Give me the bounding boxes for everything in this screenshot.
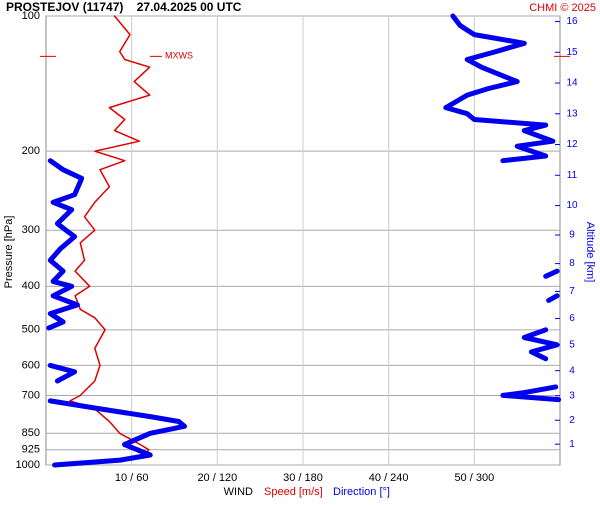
y2-tick-label: 12 [566,139,578,150]
y2-axis-label: Altitude [km] [584,222,596,283]
y2-tick-label: 5 [569,340,575,351]
y2-tick-label: 13 [566,108,578,119]
y-tick-label: 600 [22,359,40,371]
y-tick-label: 400 [22,280,40,292]
y2-tick-label: 11 [567,170,578,181]
y-tick-label: 500 [22,324,40,336]
y2-tick-label: 7 [569,286,575,297]
x-axis-label: WIND [224,486,253,498]
x-tick-label: 20 / 120 [197,472,237,484]
y2-tick-label: 2 [569,415,575,426]
x-tick-label: 40 / 240 [369,472,409,484]
y-tick-label: 850 [22,427,40,439]
y2-tick-label: 1 [569,439,575,450]
chart-title: PROSTEJOV (11747) 27.04.2025 00 UTC [6,0,242,14]
x-tick-label: 10 / 60 [115,472,149,484]
y-tick-label: 100 [22,10,40,22]
y2-tick-label: 8 [569,258,575,269]
y2-tick-label: 4 [569,365,575,376]
legend-entry: Direction [°] [333,486,390,498]
annotation: MXWS [165,51,193,61]
series-line [47,398,187,468]
legend-entry: Speed [m/s] [264,486,323,498]
y2-tick-label: 14 [566,78,578,89]
x-tick-label: 50 / 300 [454,472,494,484]
y-axis-label: Pressure [hPa] [3,216,15,289]
series-line [521,327,560,362]
series-line [46,158,85,331]
y2-tick-label: 15 [566,47,578,58]
y-tick-label: 200 [22,145,40,157]
series-line [69,15,151,466]
y-tick-label: 1000 [16,459,40,471]
y2-tick-label: 9 [569,230,575,241]
y2-tick-label: 6 [569,313,575,324]
credit: CHMI © 2025 [529,2,596,14]
x-tick-label: 30 / 180 [283,472,323,484]
y2-tick-label: 3 [569,390,575,401]
y-tick-label: 700 [22,389,40,401]
series-line [443,13,556,164]
y-tick-label: 300 [22,224,40,236]
series-line [500,384,562,403]
y-tick-label: 925 [22,444,40,456]
y2-tick-label: 10 [566,200,578,211]
series-line [47,362,78,384]
series-line [546,293,560,303]
series-line [543,268,560,279]
y2-tick-label: 16 [566,16,578,27]
